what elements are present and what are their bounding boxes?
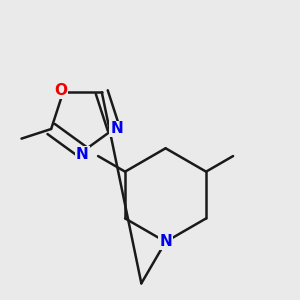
Text: N: N (76, 147, 89, 162)
Text: O: O (55, 83, 68, 98)
Text: N: N (110, 122, 123, 136)
Text: N: N (159, 234, 172, 249)
